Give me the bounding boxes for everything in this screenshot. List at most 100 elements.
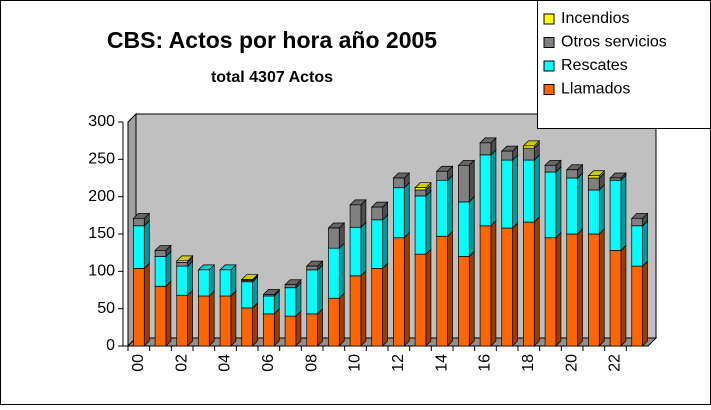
bar-side xyxy=(382,262,388,347)
x-tick-label: 02 xyxy=(173,354,190,372)
x-tick-label: 08 xyxy=(303,354,320,372)
x-tick-label: 22 xyxy=(607,354,624,372)
y-tick-label: 300 xyxy=(88,113,115,130)
bar xyxy=(328,227,340,249)
bar xyxy=(349,275,362,347)
bar xyxy=(479,154,492,227)
bar-side xyxy=(533,216,540,347)
legend-label: Otros servicios xyxy=(561,34,667,51)
y-tick-label: 0 xyxy=(106,337,115,354)
bar xyxy=(241,281,253,309)
bar xyxy=(176,265,188,296)
x-tick-label: 10 xyxy=(347,354,364,372)
bar xyxy=(133,217,145,227)
bar-side xyxy=(512,222,518,347)
y-tick-label: 250 xyxy=(88,151,115,168)
bar xyxy=(198,269,210,297)
bar xyxy=(501,159,513,229)
bar-side xyxy=(187,289,193,347)
bar xyxy=(631,225,643,267)
x-tick-label: 00 xyxy=(130,354,147,372)
bar-side xyxy=(317,308,323,347)
bar xyxy=(219,269,232,297)
bar xyxy=(544,164,557,173)
bar xyxy=(133,225,145,269)
chart-subtitle: total 4307 Actos xyxy=(211,69,333,86)
bar xyxy=(479,225,492,347)
bar xyxy=(176,260,188,263)
bar-side xyxy=(598,228,605,347)
bar-side xyxy=(642,260,648,347)
bar-side xyxy=(620,244,627,347)
bar xyxy=(566,177,578,235)
bar xyxy=(458,201,470,257)
y-tick-label: 200 xyxy=(88,188,115,205)
bar xyxy=(133,267,145,347)
bar-side xyxy=(317,263,323,315)
bar-side xyxy=(143,262,150,347)
x-tick-label: 12 xyxy=(390,354,407,372)
chart-title: CBS: Actos por hora año 2005 xyxy=(107,27,437,53)
bar xyxy=(523,159,535,223)
bar xyxy=(154,285,167,347)
bar xyxy=(306,265,318,271)
bar xyxy=(609,250,622,347)
bar-side xyxy=(165,280,172,347)
legend-box xyxy=(537,0,711,129)
bar-side xyxy=(295,310,302,347)
y-tick-label: 150 xyxy=(88,225,115,242)
bar xyxy=(588,177,600,191)
legend-swatch xyxy=(543,37,555,48)
bar-side xyxy=(468,250,475,347)
bar xyxy=(436,179,448,237)
legend-swatch xyxy=(543,84,555,95)
bar-side xyxy=(403,231,410,347)
bar xyxy=(609,179,622,251)
bar xyxy=(631,217,643,227)
bar xyxy=(631,265,643,347)
bar xyxy=(263,313,275,347)
bar xyxy=(263,295,275,315)
bar-side xyxy=(490,149,497,227)
bar xyxy=(393,237,405,347)
bar xyxy=(523,221,535,347)
bar-side xyxy=(230,290,237,347)
bar-side xyxy=(252,302,258,347)
bar-side xyxy=(620,174,627,252)
bar-side xyxy=(403,181,410,239)
bar xyxy=(176,294,188,347)
bar-side xyxy=(512,154,518,229)
bar xyxy=(501,150,513,161)
bar-side xyxy=(468,196,475,258)
bar xyxy=(284,287,297,317)
bar-side xyxy=(577,228,583,347)
bar xyxy=(263,294,275,297)
legend-label: Incendios xyxy=(561,10,630,27)
bar xyxy=(544,237,557,347)
bar-side xyxy=(208,290,215,347)
bar xyxy=(544,171,557,239)
bar-side xyxy=(425,248,432,347)
bar-side xyxy=(143,219,150,270)
bar xyxy=(198,295,210,347)
bar xyxy=(414,187,427,191)
x-tick-label: 06 xyxy=(260,354,277,372)
bar-side xyxy=(447,174,453,238)
bar xyxy=(219,295,232,347)
bar-side xyxy=(577,172,583,235)
bar xyxy=(393,177,405,189)
y-tick-label: 50 xyxy=(97,300,115,317)
bar xyxy=(588,233,600,347)
x-tick-label: 14 xyxy=(433,354,450,372)
bar xyxy=(393,187,405,239)
bar-side xyxy=(360,269,367,347)
bar xyxy=(458,256,470,347)
bar xyxy=(523,145,535,149)
bar-side xyxy=(642,219,648,267)
bar-side xyxy=(382,213,388,270)
bar-side xyxy=(490,219,497,347)
bar-side xyxy=(165,250,172,288)
bar xyxy=(588,175,600,179)
bar xyxy=(154,256,167,287)
